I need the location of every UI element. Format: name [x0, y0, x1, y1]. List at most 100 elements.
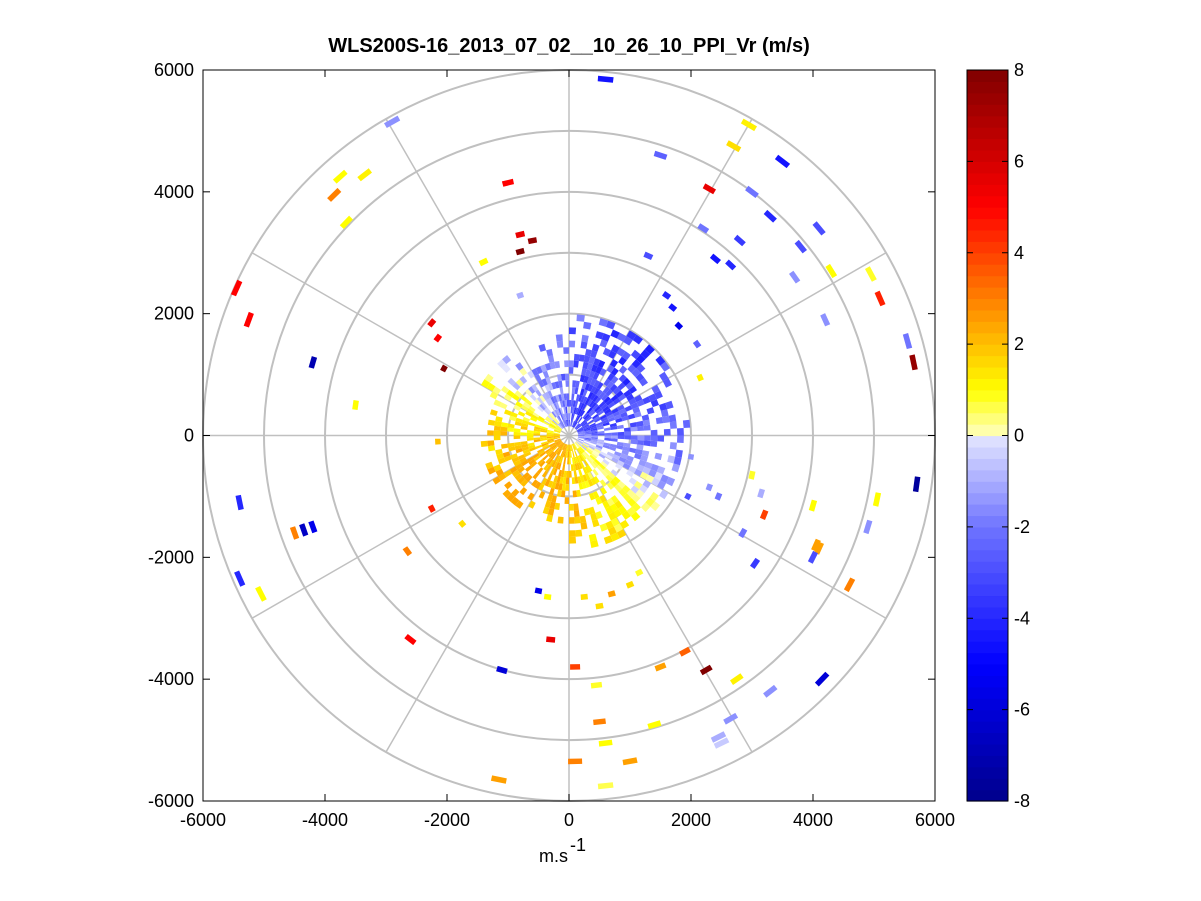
core-sample [576, 448, 582, 455]
core-sample [515, 362, 524, 371]
core-sample [610, 438, 618, 442]
core-sample [541, 402, 548, 409]
core-sample [592, 372, 600, 380]
core-sample [614, 414, 622, 420]
sample-bar [872, 492, 882, 507]
y-tick-label: -6000 [148, 791, 194, 811]
core-sample [572, 443, 576, 450]
core-sample [520, 479, 529, 487]
colorbar-band [967, 321, 1008, 334]
core-sample [573, 443, 578, 450]
core-sample [604, 435, 612, 439]
core-sample [598, 401, 606, 408]
core-sample [592, 413, 599, 420]
core-sample [560, 414, 564, 421]
core-sample [577, 476, 582, 484]
core-sample [515, 500, 524, 509]
core-sample [555, 394, 560, 402]
core-sample [534, 481, 542, 490]
core-sample [654, 390, 663, 400]
core-sample [662, 378, 672, 388]
core-sample [624, 405, 633, 412]
core-sample [552, 410, 558, 417]
core-sample [532, 412, 540, 418]
core-sample [607, 373, 615, 382]
core-sample [521, 419, 529, 425]
core-sample [595, 511, 603, 520]
core-sample [557, 424, 563, 430]
core-sample [569, 444, 570, 452]
core-sample [590, 429, 598, 433]
colorbar-band [967, 778, 1008, 791]
core-sample [546, 494, 553, 502]
core-sample [522, 449, 530, 455]
core-sample [626, 393, 635, 402]
sample-bar [384, 115, 401, 128]
core-sample [594, 405, 601, 413]
colorbar-bands [967, 70, 1008, 802]
core-sample [493, 399, 502, 407]
core-sample [635, 448, 643, 455]
core-sample [587, 384, 594, 392]
core-sample [553, 437, 561, 440]
core-sample [602, 405, 610, 413]
core-sample [547, 355, 555, 363]
core-sample [654, 471, 663, 481]
core-sample [517, 466, 525, 474]
core-sample [559, 442, 564, 449]
core-sample [528, 422, 536, 427]
sample-bar [598, 739, 613, 747]
core-sample [602, 444, 610, 449]
core-sample [577, 416, 583, 423]
core-sample [565, 484, 569, 491]
core-sample [543, 421, 550, 426]
core-sample [578, 433, 585, 435]
core-sample [529, 393, 537, 401]
core-sample [635, 489, 645, 499]
core-sample [602, 422, 610, 427]
sample-bar [730, 673, 744, 685]
sample-bar [874, 290, 886, 307]
core-sample [617, 460, 625, 467]
core-sample [618, 356, 627, 366]
core-sample [582, 423, 589, 428]
core-sample [538, 343, 547, 352]
core-sample [580, 445, 587, 451]
core-sample [555, 426, 562, 431]
sample-bar [684, 492, 692, 501]
core-sample [552, 419, 558, 426]
core-sample [555, 440, 562, 446]
core-sample [577, 428, 584, 432]
core-sample [540, 437, 547, 440]
core-sample [538, 483, 545, 491]
core-sample [671, 463, 680, 473]
core-sample [485, 461, 494, 470]
core-sample [551, 403, 557, 411]
core-sample [502, 451, 511, 458]
sample-bar [843, 577, 856, 593]
sample-bar [789, 270, 801, 284]
core-sample [617, 382, 626, 391]
core-sample [541, 442, 549, 447]
core-sample [587, 479, 594, 487]
core-sample [532, 472, 540, 480]
core-sample [557, 408, 562, 415]
core-sample [566, 400, 569, 407]
core-sample [501, 364, 511, 373]
core-sample [636, 354, 646, 364]
core-sample [626, 506, 636, 516]
core-sample [556, 425, 563, 430]
core-sample [591, 433, 598, 436]
core-sample [675, 449, 683, 458]
x-tick-label: 6000 [915, 810, 955, 830]
colorbar-band [967, 424, 1008, 437]
core-sample [569, 400, 572, 407]
core-sample [644, 344, 655, 355]
core-sample [547, 480, 554, 488]
x-tick-label: -4000 [302, 810, 348, 830]
core-sample [548, 413, 555, 420]
core-sample [542, 444, 549, 449]
core-sample [487, 466, 496, 475]
core-sample [650, 463, 659, 472]
sample-bar [654, 662, 667, 672]
